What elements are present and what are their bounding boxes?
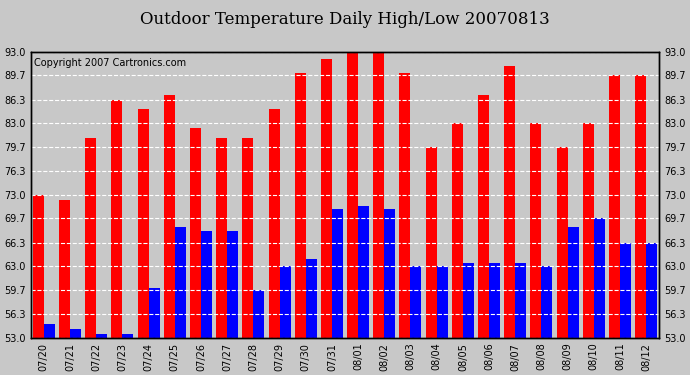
Bar bbox=[531, 123, 542, 338]
Bar bbox=[227, 231, 238, 338]
Bar bbox=[504, 66, 515, 338]
Bar bbox=[137, 109, 148, 338]
Bar bbox=[122, 334, 133, 338]
Bar bbox=[201, 231, 212, 338]
Bar bbox=[332, 209, 343, 338]
Bar bbox=[411, 266, 422, 338]
Bar bbox=[542, 266, 553, 338]
Bar bbox=[321, 59, 332, 338]
Bar bbox=[295, 73, 306, 338]
Bar bbox=[515, 263, 526, 338]
Bar bbox=[647, 243, 658, 338]
Bar bbox=[463, 263, 474, 338]
Bar bbox=[384, 209, 395, 338]
Bar bbox=[306, 259, 317, 338]
Bar bbox=[242, 138, 253, 338]
Bar bbox=[190, 128, 201, 338]
Text: Copyright 2007 Cartronics.com: Copyright 2007 Cartronics.com bbox=[34, 57, 186, 68]
Bar bbox=[358, 206, 369, 338]
Bar bbox=[635, 75, 647, 338]
Bar bbox=[148, 288, 159, 338]
Bar bbox=[426, 147, 437, 338]
Bar bbox=[268, 109, 279, 338]
Bar bbox=[347, 52, 358, 338]
Bar bbox=[96, 334, 107, 338]
Bar bbox=[400, 73, 411, 338]
Bar bbox=[557, 147, 568, 338]
Bar bbox=[373, 52, 384, 338]
Bar bbox=[216, 138, 227, 338]
Bar bbox=[478, 95, 489, 338]
Bar bbox=[452, 123, 463, 338]
Bar bbox=[70, 328, 81, 338]
Bar bbox=[175, 227, 186, 338]
Bar bbox=[620, 243, 631, 338]
Bar bbox=[111, 100, 122, 338]
Bar bbox=[59, 200, 70, 338]
Bar bbox=[43, 324, 55, 338]
Bar bbox=[437, 266, 448, 338]
Bar bbox=[85, 138, 96, 338]
Bar bbox=[164, 95, 175, 338]
Bar bbox=[279, 266, 290, 338]
Text: Outdoor Temperature Daily High/Low 20070813: Outdoor Temperature Daily High/Low 20070… bbox=[140, 11, 550, 28]
Bar bbox=[594, 218, 605, 338]
Bar bbox=[253, 290, 264, 338]
Bar bbox=[32, 195, 43, 338]
Bar bbox=[609, 75, 620, 338]
Bar bbox=[489, 263, 500, 338]
Bar bbox=[583, 123, 594, 338]
Bar bbox=[568, 227, 579, 338]
